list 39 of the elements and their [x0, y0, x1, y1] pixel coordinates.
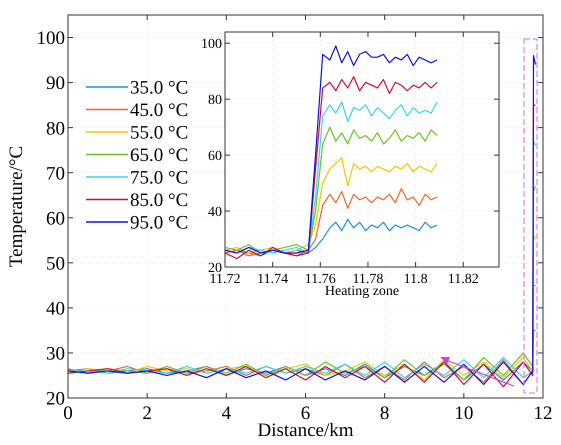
x-tick-label: 4 — [222, 403, 232, 424]
y-tick-label: 100 — [36, 28, 65, 50]
y-tick-label: 20 — [46, 388, 65, 410]
y-tick-label: 80 — [46, 118, 65, 140]
y-tick-label: 60 — [46, 208, 65, 230]
y-tick-label: 40 — [208, 204, 222, 220]
legend-label: 65.0 °C — [130, 145, 188, 166]
y-tick-label: 70 — [46, 163, 65, 184]
y-tick-label: 30 — [46, 344, 65, 365]
y-tick-label: 90 — [46, 73, 65, 94]
legend-label: 55.0 °C — [130, 122, 188, 144]
legend-label: 95.0 °C — [130, 212, 188, 234]
x-tick-label: 11.78 — [352, 272, 384, 287]
x-tick-label: 11.74 — [257, 272, 288, 287]
legend-label: 45.0 °C — [130, 100, 188, 122]
line-series — [224, 45, 438, 254]
legend-label: 85.0 °C — [130, 190, 188, 212]
x-tick-label: 0 — [63, 403, 73, 424]
x-tick-label: 11.72 — [210, 272, 240, 287]
x-tick-label: 12 — [534, 403, 552, 424]
x-tick-label: 10 — [454, 403, 474, 424]
line-series — [224, 126, 438, 254]
line-series — [67, 54, 536, 386]
x-tick-label: 11.8 — [404, 272, 428, 287]
line-series — [224, 76, 438, 260]
x-tick-label: 2 — [142, 403, 152, 424]
x-tick-label: 11.76 — [304, 272, 336, 287]
x-axis-title: Heating zone — [324, 284, 400, 299]
x-tick-label: 11.82 — [448, 272, 479, 287]
legend-label: 75.0 °C — [130, 168, 188, 189]
x-tick-label: 8 — [380, 403, 390, 424]
y-tick-label: 60 — [208, 148, 222, 164]
y-tick-label: 100 — [201, 37, 222, 52]
legend-label: 35.0 °C — [130, 78, 188, 99]
y-tick-label: 50 — [46, 253, 65, 274]
y-tick-label: 40 — [46, 298, 65, 320]
y-tick-label: 80 — [208, 93, 222, 108]
line-series — [224, 157, 438, 254]
y-axis-title: Temperature/°C — [6, 146, 27, 268]
